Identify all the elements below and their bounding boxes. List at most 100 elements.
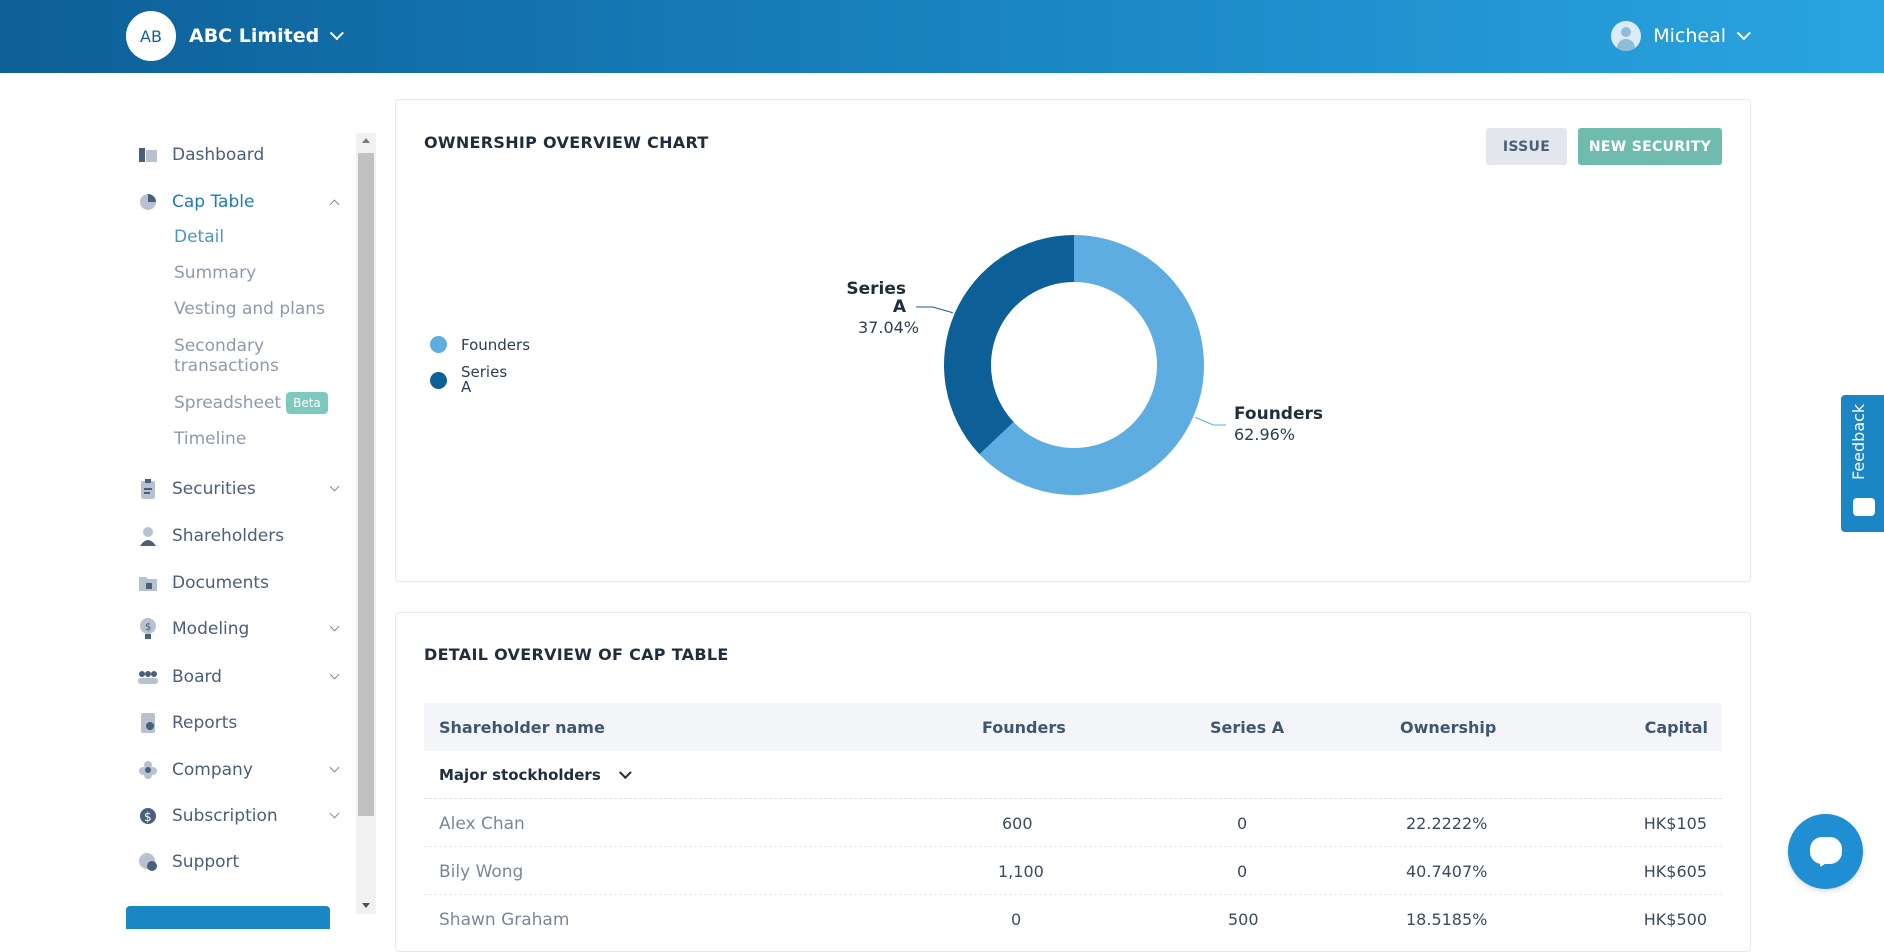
sidebar-item-securities[interactable]: Securities xyxy=(138,479,340,499)
table-header: Shareholder name Founders Series A Owner… xyxy=(424,703,1722,751)
cell-name: Alex Chan xyxy=(439,814,525,834)
subnav-vesting[interactable]: Vesting and plans xyxy=(174,299,325,319)
chevron-down-icon xyxy=(329,669,340,680)
legend-label: Series A xyxy=(461,363,508,396)
chevron-up-icon xyxy=(329,199,340,210)
chat-launcher-button[interactable] xyxy=(1788,814,1863,889)
donut-slice-series-a[interactable] xyxy=(944,235,1074,455)
leader-line xyxy=(1195,416,1226,426)
group-toggle[interactable]: Major stockholders xyxy=(439,766,632,784)
chevron-down-icon xyxy=(1736,26,1751,41)
top-bar: AB ABC Limited Micheal xyxy=(0,0,1884,73)
cell-ownership: 18.5185% xyxy=(1406,910,1488,929)
report-icon xyxy=(138,713,158,733)
sidebar-item-label: Modeling xyxy=(172,619,250,639)
sidebar-item-label: Cap Table xyxy=(172,192,255,212)
svg-text:$: $ xyxy=(144,810,152,824)
column-header-shareholder[interactable]: Shareholder name xyxy=(439,718,605,737)
column-header-series-a[interactable]: Series A xyxy=(1210,718,1285,737)
chevron-down-icon xyxy=(329,808,340,819)
detail-overview-card: DETAIL OVERVIEW OF CAP TABLE xyxy=(395,612,1751,952)
clipboard-icon xyxy=(138,479,158,499)
cell-series-a: 500 xyxy=(1228,910,1259,929)
chat-bubble-icon xyxy=(1810,837,1842,864)
legend-swatch xyxy=(430,372,447,389)
user-menu[interactable]: Micheal xyxy=(1611,21,1751,51)
sidebar-item-label: Shareholders xyxy=(172,526,285,546)
scroll-down-arrow-icon[interactable] xyxy=(362,903,370,908)
subnav-summary[interactable]: Summary xyxy=(174,263,257,283)
support-icon xyxy=(138,852,158,872)
legend-item-founders[interactable]: Founders xyxy=(430,336,530,354)
sidebar: Dashboard Cap Table Detail Summary Vesti… xyxy=(126,133,356,929)
sidebar-scrollbar[interactable] xyxy=(356,133,376,914)
sidebar-bottom-button[interactable] xyxy=(126,906,330,929)
ownership-overview-card: OWNERSHIP OVERVIEW CHART ISSUE NEW SECUR… xyxy=(395,99,1751,582)
dashboard-icon xyxy=(138,145,158,165)
user-name: Micheal xyxy=(1653,25,1726,47)
sidebar-item-company[interactable]: Company xyxy=(138,760,340,780)
subnav-detail[interactable]: Detail xyxy=(174,227,225,247)
sidebar-item-support[interactable]: Support xyxy=(138,852,338,872)
cell-founders: 1,100 xyxy=(998,862,1044,881)
subnav-label: Spreadsheet xyxy=(174,393,282,413)
cell-series-a: 0 xyxy=(1237,862,1248,881)
company-switcher[interactable]: AB ABC Limited xyxy=(126,11,345,61)
chevron-down-icon xyxy=(329,762,340,773)
cell-name: Bily Wong xyxy=(439,862,524,882)
bulb-dollar-icon: $ xyxy=(138,618,158,639)
chevron-down-icon xyxy=(329,621,340,632)
pie-icon xyxy=(138,192,158,212)
sidebar-item-subscription[interactable]: $ Subscription xyxy=(138,806,340,826)
group-icon xyxy=(138,667,158,687)
scrollbar-thumb[interactable] xyxy=(358,153,374,816)
chevron-down-icon xyxy=(618,766,632,780)
legend-item-series-a[interactable]: Series A xyxy=(430,365,511,395)
feedback-label: Feedback xyxy=(1849,403,1868,480)
subnav-secondary-transactions[interactable]: Secondary transactions xyxy=(174,336,279,376)
scroll-up-arrow-icon[interactable] xyxy=(362,138,370,143)
cell-capital: HK$605 xyxy=(1643,862,1707,881)
sidebar-item-shareholders[interactable]: Shareholders xyxy=(138,526,338,546)
feedback-tab[interactable]: Feedback xyxy=(1841,395,1884,532)
table-row[interactable]: Shawn Graham 0 500 18.5185% HK$500 xyxy=(424,895,1722,943)
slice-label-founders: Founders xyxy=(1234,404,1324,424)
sidebar-item-documents[interactable]: Documents xyxy=(138,573,338,593)
table-row[interactable]: Bily Wong 1,100 0 40.7407% HK$605 xyxy=(424,847,1722,895)
cell-founders: 0 xyxy=(1011,910,1022,929)
slice-pct-founders: 62.96% xyxy=(1234,425,1296,444)
sidebar-item-label: Company xyxy=(172,760,253,780)
issue-button[interactable]: ISSUE xyxy=(1486,128,1567,165)
new-security-button[interactable]: NEW SECURITY xyxy=(1578,128,1722,165)
cell-capital: HK$500 xyxy=(1643,910,1707,929)
sidebar-item-cap-table[interactable]: Cap Table xyxy=(138,192,340,212)
sidebar-item-label: Documents xyxy=(172,573,269,593)
sidebar-item-reports[interactable]: Reports xyxy=(138,713,338,733)
column-header-capital[interactable]: Capital xyxy=(1644,718,1708,737)
sidebar-item-board[interactable]: Board xyxy=(138,667,340,687)
slice-label-series-a: Series A xyxy=(846,279,906,317)
sidebar-item-label: Dashboard xyxy=(172,145,265,165)
sidebar-item-label: Securities xyxy=(172,479,256,499)
svg-text:$: $ xyxy=(145,622,151,633)
group-label: Major stockholders xyxy=(439,766,601,784)
group-row[interactable]: Major stockholders xyxy=(424,751,1722,799)
table-row[interactable]: Alex Chan 600 0 22.2222% HK$105 xyxy=(424,799,1722,847)
subnav-spreadsheet[interactable]: Spreadsheet Beta xyxy=(174,392,328,414)
folder-lock-icon xyxy=(138,573,158,593)
cell-capital: HK$105 xyxy=(1643,814,1707,833)
legend-label: Founders xyxy=(461,336,531,354)
column-header-ownership[interactable]: Ownership xyxy=(1400,718,1497,737)
sidebar-item-label: Support xyxy=(172,852,240,872)
person-icon xyxy=(138,526,158,546)
card-title: DETAIL OVERVIEW OF CAP TABLE xyxy=(424,645,729,664)
dollar-circle-icon: $ xyxy=(138,806,158,826)
donut-slice-founders[interactable] xyxy=(979,235,1204,495)
column-header-founders[interactable]: Founders xyxy=(982,718,1066,737)
cell-ownership: 22.2222% xyxy=(1406,814,1488,833)
subnav-timeline[interactable]: Timeline xyxy=(174,429,247,449)
company-name: ABC Limited xyxy=(189,25,320,47)
sidebar-item-modeling[interactable]: $ Modeling xyxy=(138,618,340,639)
sidebar-item-dashboard[interactable]: Dashboard xyxy=(138,145,338,165)
chevron-down-icon xyxy=(329,481,340,492)
